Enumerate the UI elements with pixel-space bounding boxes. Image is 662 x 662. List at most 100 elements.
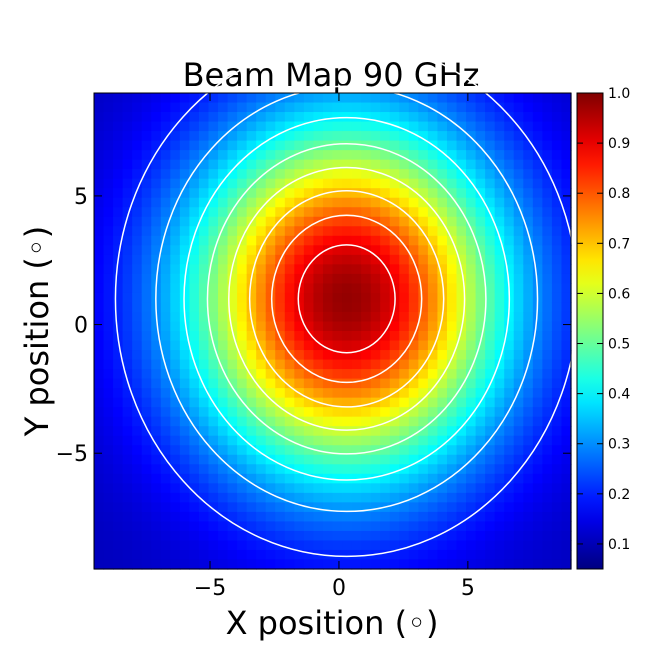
heatmap-cell	[380, 321, 391, 332]
heatmap-cell	[399, 426, 410, 437]
heatmap-cell	[370, 407, 381, 418]
heatmap-cell	[456, 159, 467, 170]
heatmap-cell	[551, 549, 563, 561]
heatmap-cell	[418, 93, 429, 104]
heatmap-cell	[427, 264, 439, 275]
heatmap-cell	[351, 530, 362, 542]
heatmap-cell	[523, 340, 534, 351]
heatmap-cell	[151, 102, 162, 113]
heatmap-cell	[466, 378, 477, 389]
heatmap-cell	[94, 378, 105, 389]
heatmap-cell	[342, 264, 353, 275]
heatmap-cell	[446, 416, 458, 427]
heatmap-cell	[208, 283, 219, 294]
heatmap-cell	[504, 93, 515, 104]
heatmap-cell	[494, 178, 505, 189]
heatmap-cell	[141, 178, 152, 189]
heatmap-cell	[322, 216, 334, 227]
heatmap-cell	[208, 530, 219, 542]
heatmap-cell	[132, 331, 143, 342]
heatmap-cell	[456, 473, 467, 484]
heatmap-cell	[170, 378, 181, 389]
heatmap-cell	[275, 502, 286, 513]
heatmap-cell	[132, 121, 143, 132]
heatmap-cell	[427, 169, 439, 180]
heatmap-cell	[437, 321, 448, 332]
heatmap-cell	[361, 273, 372, 284]
heatmap-cell	[408, 549, 419, 561]
heatmap-cell	[456, 359, 467, 370]
heatmap-cell	[275, 207, 286, 218]
heatmap-cell	[532, 112, 543, 123]
heatmap-cell	[418, 492, 429, 503]
heatmap-cell	[466, 121, 477, 132]
heatmap-cell	[179, 521, 190, 532]
heatmap-cell	[151, 416, 162, 427]
heatmap-cell	[437, 207, 448, 218]
heatmap-cell	[265, 359, 276, 370]
heatmap-cell	[151, 407, 162, 418]
heatmap-cell	[418, 473, 429, 484]
heatmap-cell	[361, 311, 372, 323]
heatmap-cell	[342, 340, 353, 351]
heatmap-cell	[322, 445, 334, 456]
heatmap-cell	[523, 549, 534, 561]
heatmap-cell	[94, 502, 105, 513]
heatmap-cell	[361, 112, 372, 123]
heatmap-cell	[542, 207, 553, 218]
heatmap-cell	[237, 540, 248, 551]
heatmap-cell	[294, 426, 305, 437]
heatmap-cell	[179, 378, 190, 389]
heatmap-cell	[170, 426, 181, 437]
heatmap-cell	[237, 283, 248, 294]
heatmap-cell	[132, 492, 143, 503]
heatmap-cell	[122, 169, 133, 180]
heatmap-cell	[351, 140, 362, 151]
heatmap-cell	[313, 559, 324, 570]
heatmap-cell	[170, 464, 181, 475]
heatmap-cell	[284, 159, 295, 170]
heatmap-cell	[466, 464, 477, 475]
heatmap-cell	[437, 511, 448, 522]
heatmap-cell	[485, 407, 496, 418]
heatmap-cell	[208, 559, 219, 570]
heatmap-cell	[456, 378, 467, 389]
heatmap-cell	[389, 521, 400, 532]
heatmap-cell	[256, 264, 267, 275]
heatmap-cell	[332, 226, 343, 237]
heatmap-cell	[284, 245, 295, 256]
heatmap-cell	[103, 112, 114, 123]
heatmap-cell	[122, 216, 133, 227]
heatmap-cell	[475, 359, 486, 370]
heatmap-cell	[542, 254, 553, 265]
heatmap-cell	[275, 321, 286, 332]
heatmap-cell	[504, 359, 515, 370]
heatmap-cell	[103, 407, 114, 418]
heatmap-cell	[103, 121, 114, 132]
heatmap-cell	[494, 388, 505, 399]
heatmap-cell	[523, 311, 534, 323]
heatmap-cell	[437, 102, 448, 113]
heatmap-cell	[103, 235, 114, 246]
heatmap-cell	[151, 178, 162, 189]
heatmap-cell	[275, 549, 286, 561]
heatmap-cell	[284, 188, 295, 199]
heatmap-cell	[446, 112, 458, 123]
heatmap-cell	[370, 140, 381, 151]
heatmap-cell	[313, 197, 324, 208]
heatmap-cell	[313, 121, 324, 132]
heatmap-cell	[427, 159, 439, 170]
heatmap-cell	[475, 454, 486, 465]
heatmap-cell	[284, 445, 295, 456]
heatmap-cell	[523, 302, 534, 313]
heatmap-cell	[504, 197, 515, 208]
heatmap-cell	[208, 378, 219, 389]
heatmap-cell	[94, 359, 105, 370]
heatmap-cell	[198, 254, 210, 265]
heatmap-cell	[427, 559, 439, 570]
heatmap-cell	[179, 473, 190, 484]
heatmap-cell	[513, 416, 524, 427]
heatmap-cell	[113, 207, 124, 218]
heatmap-cell	[179, 188, 190, 199]
heatmap-cell	[256, 350, 267, 361]
